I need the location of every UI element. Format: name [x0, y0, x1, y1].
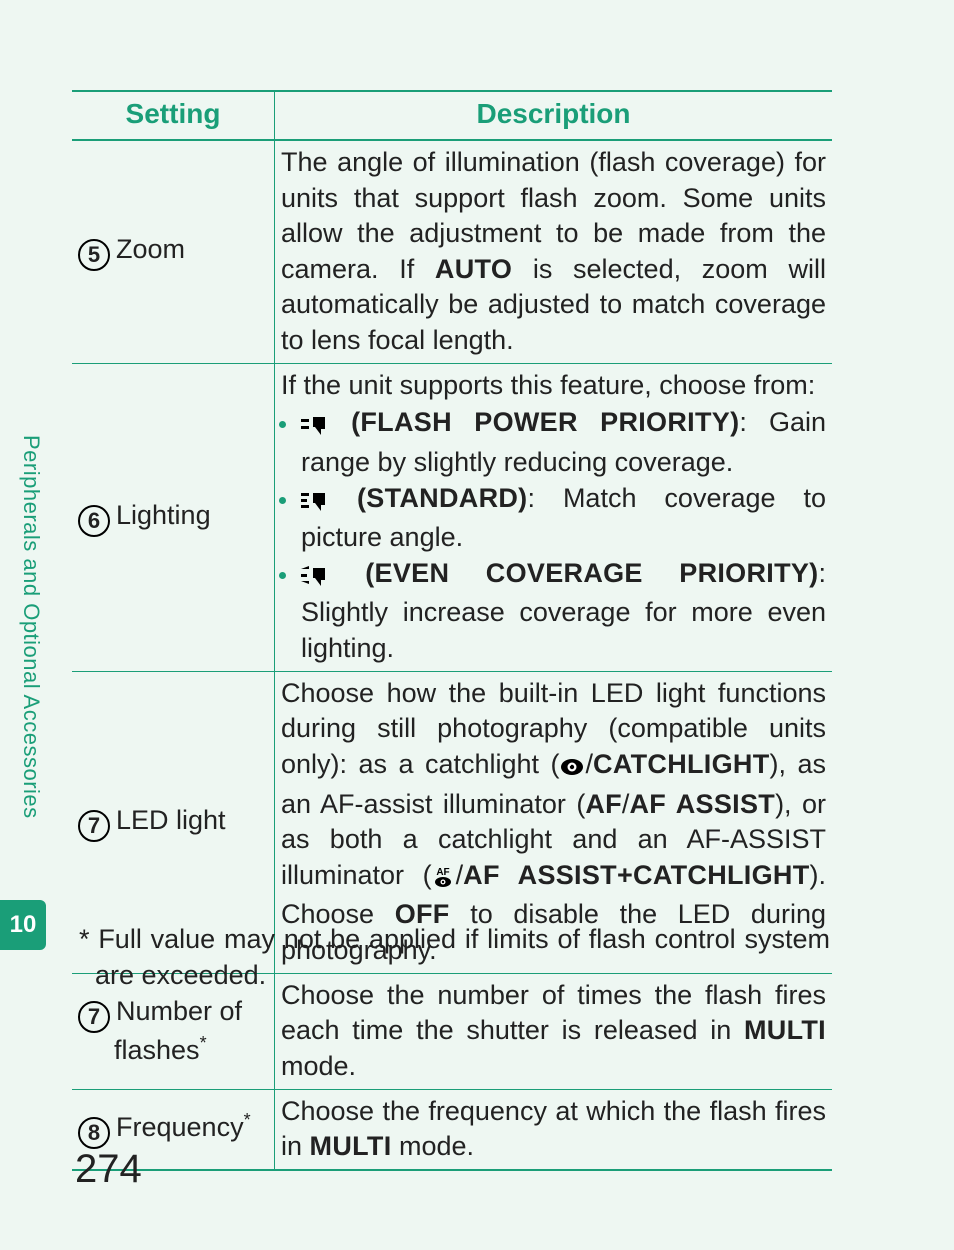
auto-keyword: AUTO: [435, 254, 512, 284]
num-badge: 7: [78, 810, 110, 842]
list-item: (FLASH POWER PRIORITY): Gain range by sl…: [299, 405, 826, 480]
setting-label: Frequency: [116, 1112, 244, 1142]
catchlight-keyword: CATCHLIGHT: [593, 749, 769, 779]
flash-even-icon: [301, 560, 327, 596]
option-bold: (FLASH POWER PRIORITY): [351, 407, 739, 437]
multi-keyword: MULTI: [310, 1131, 392, 1161]
footnote: * Full value may not be applied if limit…: [75, 922, 830, 993]
row-zoom: 5Zoom The angle of illumination (flash c…: [72, 140, 832, 363]
footnote-text: * Full value may not be applied if limit…: [75, 922, 830, 993]
lighting-options: (FLASH POWER PRIORITY): Gain range by sl…: [281, 405, 826, 666]
page-number: 274: [75, 1147, 142, 1192]
num-badge: 6: [78, 505, 110, 537]
setting-label-line2: flashes: [114, 1035, 200, 1065]
footnote-marker: *: [200, 1033, 207, 1053]
af-catchlight-icon: AF: [432, 862, 454, 898]
text: mode.: [392, 1131, 475, 1161]
table-header-row: Setting Description: [72, 91, 832, 140]
text: mode.: [281, 1051, 356, 1081]
svg-text:AF: AF: [436, 867, 449, 878]
row-frequency: 8Frequency* Choose the frequency at whic…: [72, 1089, 832, 1170]
setting-lighting: 6Lighting: [72, 363, 275, 671]
list-item: (STANDARD): Match coverage to picture an…: [299, 481, 826, 556]
setting-label-line1: Number of: [116, 996, 242, 1026]
af-icon-text: AF: [585, 789, 622, 819]
multi-keyword: MULTI: [744, 1015, 826, 1045]
footnote-marker: *: [244, 1110, 251, 1130]
flash-standard-icon: [301, 485, 327, 521]
catchlight-icon: [560, 751, 584, 787]
num-badge: 8: [78, 1117, 110, 1149]
text: If the unit supports this feature, choos…: [281, 370, 815, 400]
chapter-chip: 10: [0, 900, 46, 950]
setting-label: LED light: [116, 805, 226, 835]
afassist-keyword: AF ASSIST: [629, 789, 775, 819]
settings-table: Setting Description 5Zoom The angle of i…: [72, 90, 832, 1171]
flash-power-icon: [301, 409, 327, 445]
setting-label: Lighting: [116, 500, 211, 530]
option-bold: (EVEN COVERAGE PRIORITY): [365, 558, 818, 588]
list-item: (EVEN COVERAGE PRIORITY): Slightly incre…: [299, 556, 826, 667]
desc-frequency: Choose the frequency at which the flash …: [275, 1089, 833, 1170]
header-description: Description: [275, 91, 833, 140]
side-section-label: Peripherals and Optional Accessories: [18, 435, 44, 819]
setting-label: Zoom: [116, 234, 185, 264]
desc-zoom: The angle of illumination (flash coverag…: [275, 140, 833, 363]
num-badge: 5: [78, 239, 110, 271]
option-bold: (STANDARD): [357, 483, 527, 513]
manual-page: Peripherals and Optional Accessories 10 …: [0, 0, 954, 1250]
row-lighting: 6Lighting If the unit supports this feat…: [72, 363, 832, 671]
num-badge: 7: [78, 1001, 110, 1033]
combo-keyword: AF ASSIST+CATCHLIGHT: [463, 860, 809, 890]
desc-lighting: If the unit supports this feature, choos…: [275, 363, 833, 671]
setting-zoom: 5Zoom: [72, 140, 275, 363]
header-setting: Setting: [72, 91, 275, 140]
